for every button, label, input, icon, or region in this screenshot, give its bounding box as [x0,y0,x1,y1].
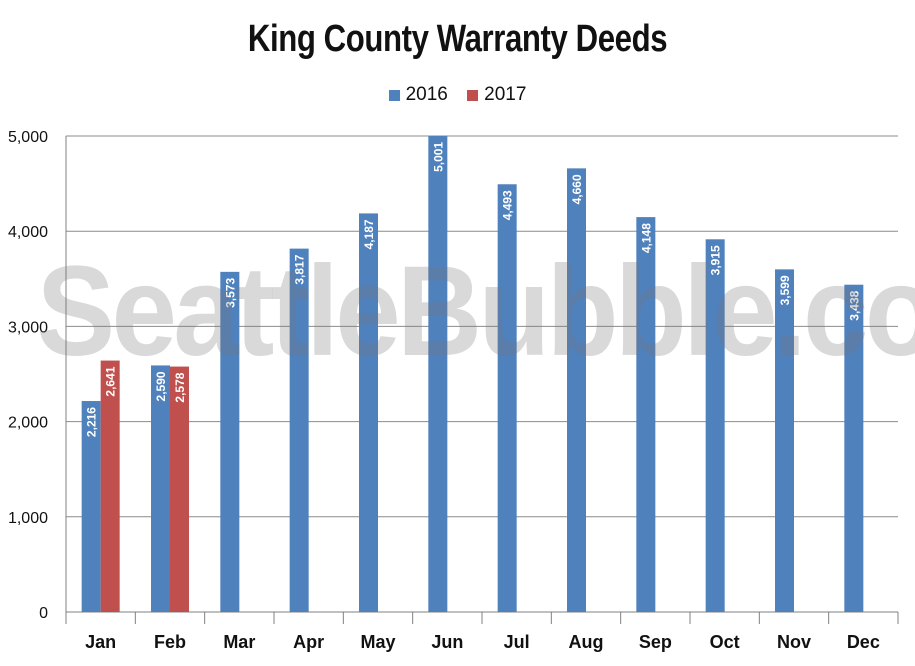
y-tick-label: 1,000 [8,510,48,527]
chart-title: King County Warranty Deeds [247,18,668,60]
data-label-2016-oct: 3,915 [709,245,723,275]
data-label-2016-may: 4,187 [362,219,376,249]
bar-2016-dec [844,284,864,612]
x-tick-label: Aug [569,632,604,652]
data-label-2016-dec: 3,438 [847,290,861,320]
data-label-2017-feb: 2,578 [173,372,187,402]
x-tick-label: May [360,632,395,652]
legend-item-2016: 2016 [388,84,448,106]
legend-swatch-2016 [388,89,400,101]
legend-label-2016: 2016 [405,84,448,105]
legend-swatch-2017 [467,89,479,101]
bar-2016-jan [81,401,101,612]
x-tick-label: Feb [154,632,186,652]
data-label-2016-aug: 4,660 [570,174,584,204]
bar-2016-may [359,213,378,613]
x-tick-label: Jun [431,632,463,652]
data-label-2016-jan: 2,216 [85,407,99,437]
y-tick-label: 5,000 [8,129,48,146]
data-label-2016-nov: 3,599 [778,275,792,305]
x-tick-label: Jan [85,632,116,652]
y-tick-label: 3,000 [8,319,48,336]
bar-2017-jan [100,360,120,612]
data-label-2017-jan: 2,641 [104,366,118,396]
bar-2016-jul [497,184,517,612]
y-tick-label: 2,000 [8,415,48,432]
data-label-2016-jun: 5,001 [431,142,445,172]
data-label-2016-mar: 3,573 [223,278,237,308]
bar-2016-sep [636,217,656,612]
data-label-2016-apr: 3,817 [293,254,307,284]
bar-2016-jun [428,135,448,613]
bar-2016-oct [705,239,725,613]
y-tick-label: 4,000 [8,224,48,241]
x-tick-label: Jul [504,632,530,652]
bar-2016-nov [775,269,794,612]
bar-2017-feb [170,366,189,612]
bar-2016-apr [289,248,309,613]
bar-2016-mar [220,271,240,612]
legend-label-2017: 2017 [484,84,527,105]
x-tick-label: Mar [223,632,255,652]
data-label-2016-sep: 4,148 [639,223,653,253]
x-tick-label: Apr [293,632,324,652]
legend-item-2017: 2017 [467,84,526,106]
data-label-2016-feb: 2,590 [154,371,168,401]
chart-legend: 2016 2017 [0,84,915,107]
x-tick-label: Oct [710,632,740,652]
x-tick-label: Dec [847,632,880,652]
y-tick-label: 0 [39,605,48,622]
x-tick-label: Nov [777,632,811,652]
x-tick-label: Sep [639,632,672,652]
data-label-2016-jul: 4,493 [501,190,515,220]
bar-2016-aug [567,168,586,613]
bar-2016-feb [151,365,170,612]
